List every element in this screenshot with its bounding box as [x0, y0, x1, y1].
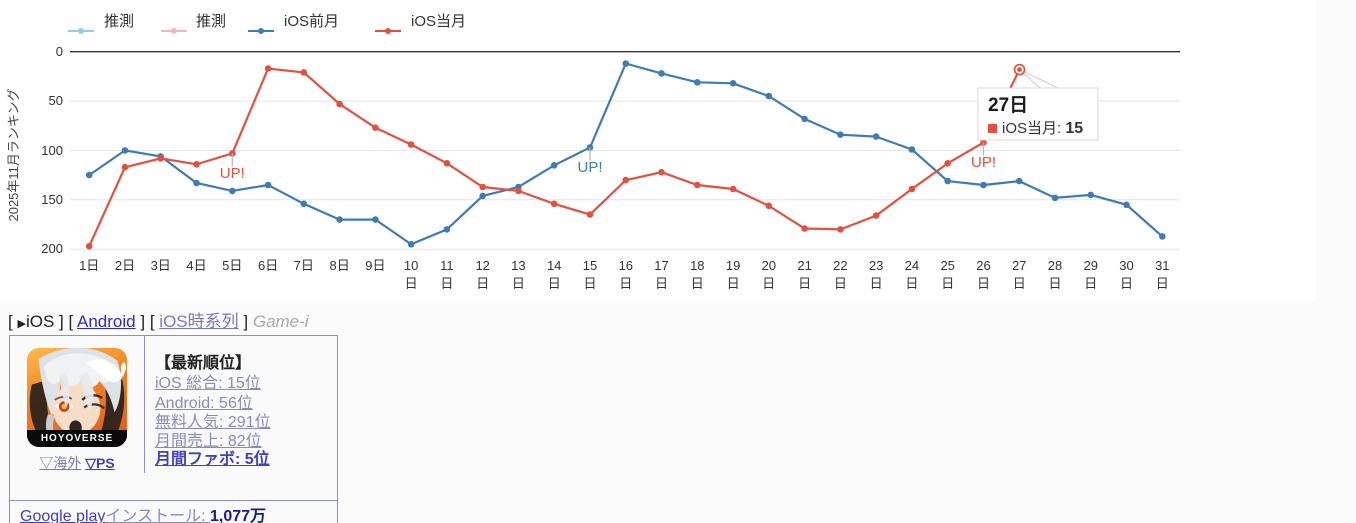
svg-text:0: 0: [56, 44, 63, 59]
svg-text:26: 26: [976, 258, 990, 273]
svg-text:27日: 27日: [988, 95, 1028, 116]
svg-text:30: 30: [1119, 258, 1133, 273]
svg-text:日: 日: [583, 276, 596, 291]
svg-text:12: 12: [475, 258, 489, 273]
svg-text:20: 20: [762, 258, 776, 273]
svg-text:日: 日: [1084, 276, 1097, 291]
svg-text:19: 19: [726, 258, 740, 273]
svg-text:50: 50: [49, 93, 63, 108]
svg-text:日: 日: [727, 276, 740, 291]
svg-text:200: 200: [41, 241, 63, 256]
svg-text:16: 16: [619, 258, 633, 273]
svg-text:4日: 4日: [186, 258, 206, 273]
svg-text:9日: 9日: [365, 258, 385, 273]
svg-text:日: 日: [1120, 276, 1133, 291]
svg-text:日: 日: [619, 276, 632, 291]
svg-text:UP!: UP!: [220, 165, 245, 182]
svg-text:3日: 3日: [151, 258, 171, 273]
svg-text:日: 日: [655, 276, 668, 291]
svg-text:日: 日: [941, 276, 954, 291]
svg-text:23: 23: [869, 258, 883, 273]
svg-text:日: 日: [905, 276, 918, 291]
svg-text:2日: 2日: [115, 258, 135, 273]
svg-text:8日: 8日: [329, 258, 349, 273]
svg-text:UP!: UP!: [971, 154, 996, 171]
svg-text:日: 日: [1156, 276, 1169, 291]
svg-text:150: 150: [41, 192, 63, 207]
svg-text:UP!: UP!: [577, 159, 602, 176]
svg-text:日: 日: [977, 276, 990, 291]
svg-text:5日: 5日: [222, 258, 242, 273]
svg-text:日: 日: [405, 276, 418, 291]
svg-text:14: 14: [547, 258, 561, 273]
svg-text:日: 日: [691, 276, 704, 291]
svg-text:日: 日: [762, 276, 775, 291]
svg-text:27: 27: [1012, 258, 1026, 273]
svg-text:日: 日: [870, 276, 883, 291]
svg-text:日: 日: [440, 276, 453, 291]
svg-text:29: 29: [1084, 258, 1098, 273]
svg-text:21: 21: [797, 258, 811, 273]
svg-text:28: 28: [1048, 258, 1062, 273]
svg-text:iOS当月: 15: iOS当月: 15: [1002, 120, 1083, 137]
svg-text:13: 13: [511, 258, 525, 273]
svg-text:1日: 1日: [79, 258, 99, 273]
svg-text:18: 18: [690, 258, 704, 273]
svg-text:日: 日: [548, 276, 561, 291]
svg-text:11: 11: [440, 258, 454, 273]
svg-text:22: 22: [833, 258, 847, 273]
svg-text:6日: 6日: [258, 258, 278, 273]
svg-text:日: 日: [512, 276, 525, 291]
svg-text:日: 日: [476, 276, 489, 291]
svg-text:7日: 7日: [294, 258, 314, 273]
svg-text:24: 24: [905, 258, 919, 273]
svg-text:100: 100: [41, 143, 63, 158]
svg-text:日: 日: [834, 276, 847, 291]
svg-text:10: 10: [404, 258, 418, 273]
svg-text:2025年11月ランキング: 2025年11月ランキング: [6, 88, 21, 221]
svg-text:31: 31: [1155, 258, 1169, 273]
svg-text:25: 25: [940, 258, 954, 273]
svg-text:日: 日: [1013, 276, 1026, 291]
svg-text:日: 日: [798, 276, 811, 291]
svg-text:17: 17: [654, 258, 668, 273]
svg-text:15: 15: [583, 258, 597, 273]
svg-text:日: 日: [1048, 276, 1061, 291]
